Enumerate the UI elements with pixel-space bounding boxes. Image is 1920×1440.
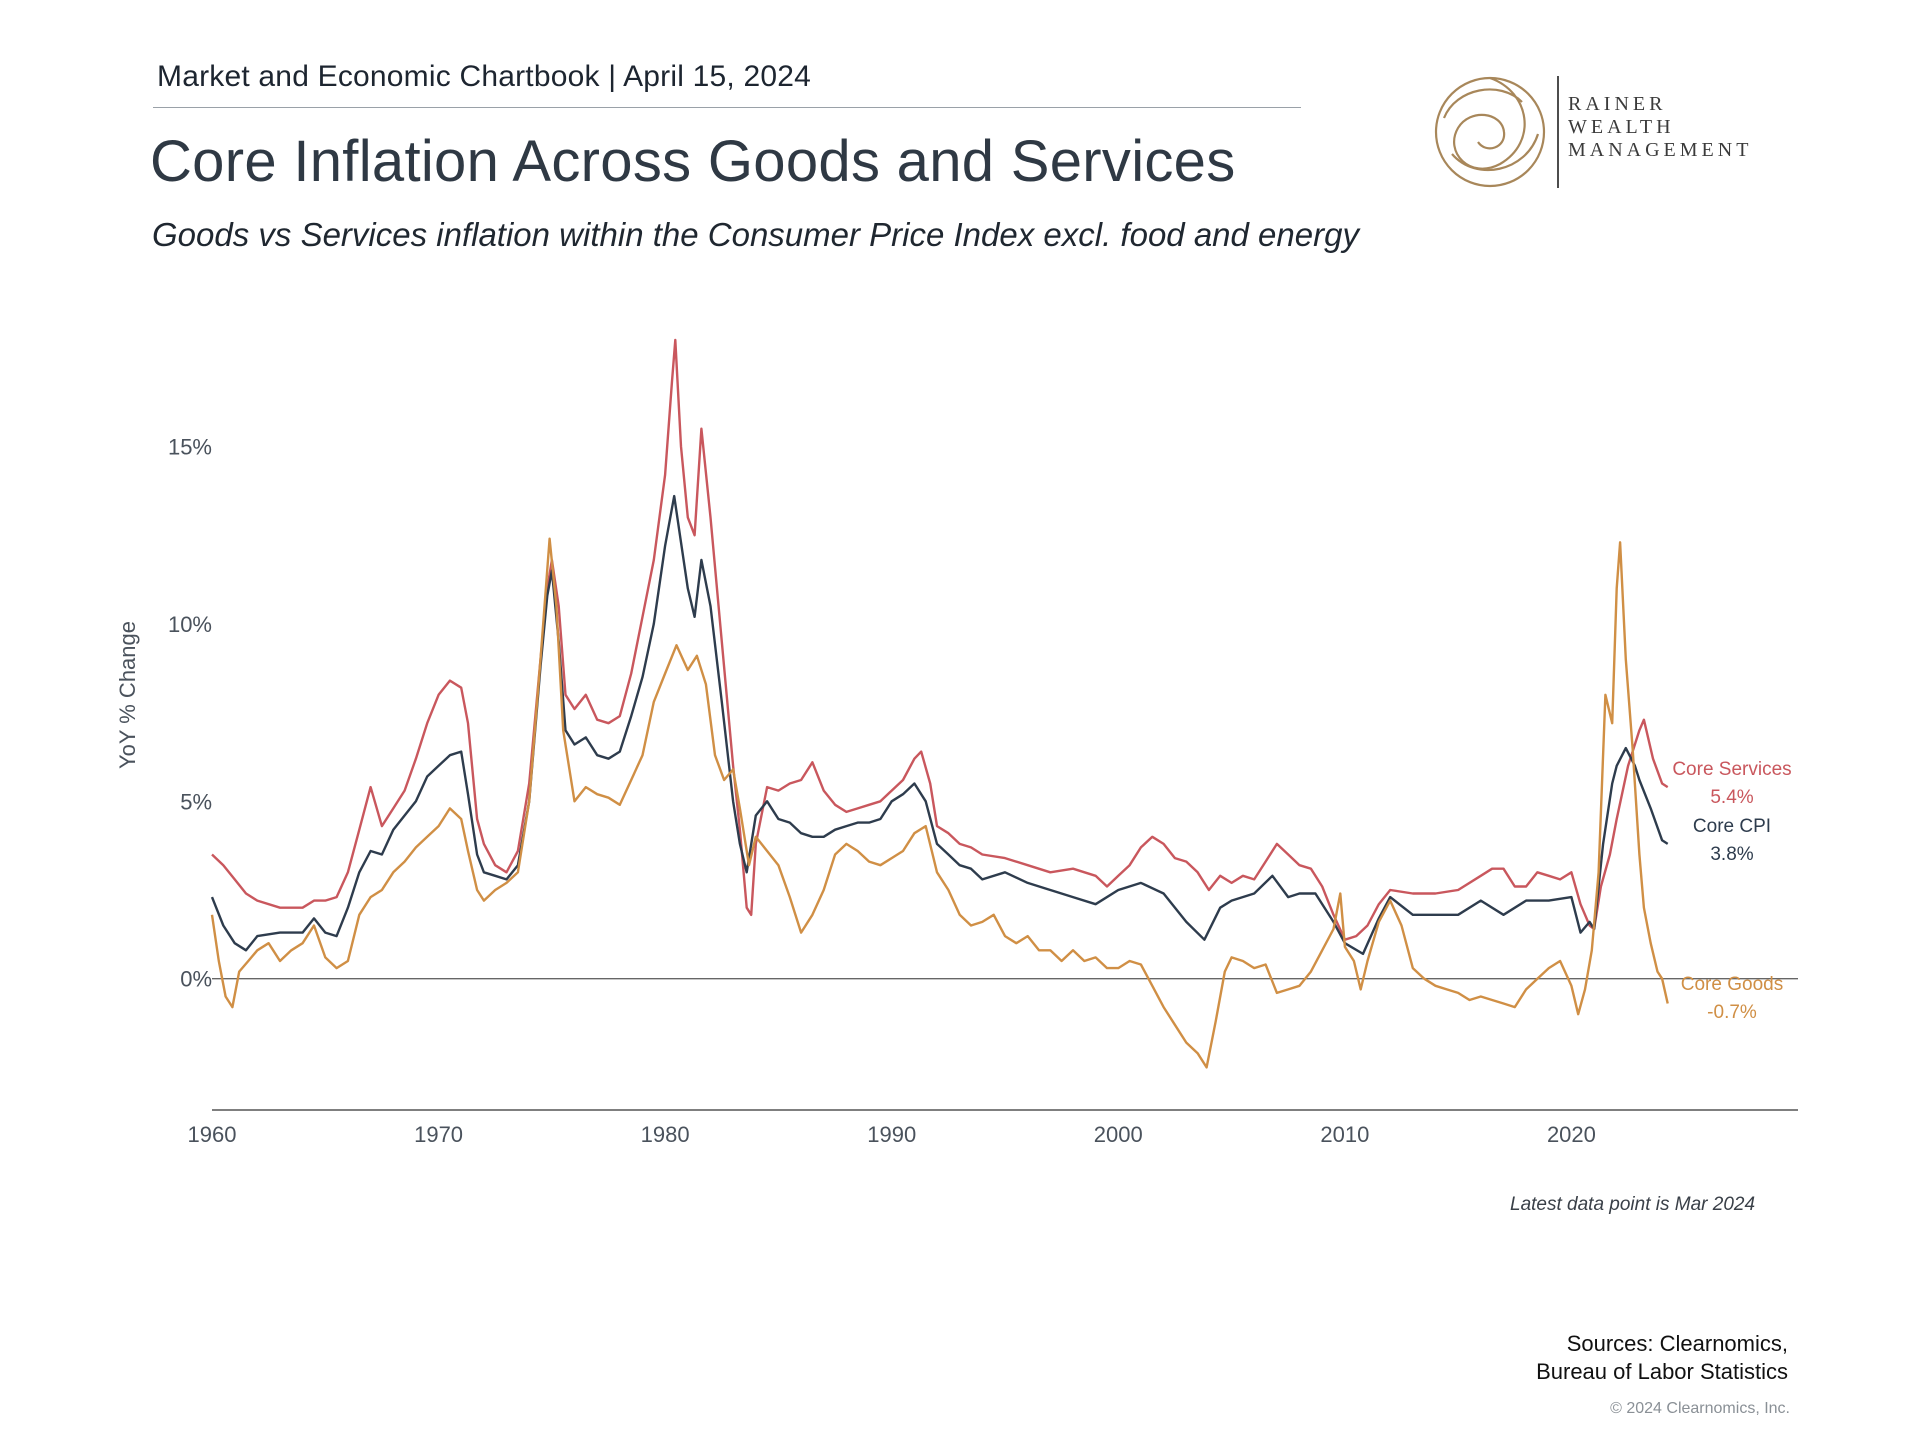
series-line-core-cpi xyxy=(210,494,1669,956)
logo-divider xyxy=(1557,76,1559,188)
copyright: © 2024 Clearnomics, Inc. xyxy=(1610,1400,1790,1417)
rainer-logo-mark xyxy=(1434,76,1546,188)
series-label-core-services: Core Services xyxy=(1672,759,1791,780)
y-axis-label: YoY % Change xyxy=(115,621,140,769)
chart-header: Market and Economic Chartbook | April 15… xyxy=(157,60,811,94)
logo-line: MANAGEMENT xyxy=(1568,139,1753,161)
series-value-core-cpi: 3.8% xyxy=(1710,844,1753,865)
y-tick-label: 5% xyxy=(180,789,212,814)
x-tick-label: 1960 xyxy=(188,1122,237,1147)
logo-wordmark: RAINER WEALTH MANAGEMENT xyxy=(1568,93,1752,162)
x-tick-label: 2020 xyxy=(1547,1122,1596,1147)
series-value-core-services: 5.4% xyxy=(1710,787,1753,808)
x-tick-label: 1970 xyxy=(414,1122,463,1147)
x-tick-label: 1980 xyxy=(641,1122,690,1147)
y-tick-label: 0% xyxy=(180,967,212,992)
logo-line: WEALTH xyxy=(1568,116,1675,138)
logo-line: RAINER xyxy=(1568,93,1667,115)
series-value-core-goods: -0.7% xyxy=(1707,1002,1757,1023)
y-tick-label: 15% xyxy=(168,434,212,459)
page-title: Core Inflation Across Goods and Services xyxy=(150,129,1236,194)
series-label-core-cpi: Core CPI xyxy=(1693,816,1771,837)
chartbook-kicker: Market and Economic Chartbook | April 15… xyxy=(157,60,812,93)
x-tick-label: 2010 xyxy=(1320,1122,1369,1147)
sources-line: Bureau of Labor Statistics xyxy=(1536,1359,1788,1384)
x-tick-label: 1990 xyxy=(867,1122,916,1147)
sources-line: Sources: Clearnomics, xyxy=(1566,1331,1788,1356)
series-line-core-goods xyxy=(210,537,1669,1069)
y-tick-label: 10% xyxy=(168,612,212,637)
x-tick-label: 2000 xyxy=(1094,1122,1143,1147)
series-label-core-goods: Core Goods xyxy=(1681,974,1783,995)
logo-swirl-icon xyxy=(1434,76,1546,188)
sources-note: Sources: Clearnomics, Bureau of Labor St… xyxy=(1536,1330,1788,1386)
series-line-core-services xyxy=(211,338,1669,941)
latest-data-note: Latest data point is Mar 2024 xyxy=(1510,1194,1756,1215)
page-subtitle: Goods vs Services inflation within the C… xyxy=(152,216,1359,253)
header-rule xyxy=(153,107,1301,108)
